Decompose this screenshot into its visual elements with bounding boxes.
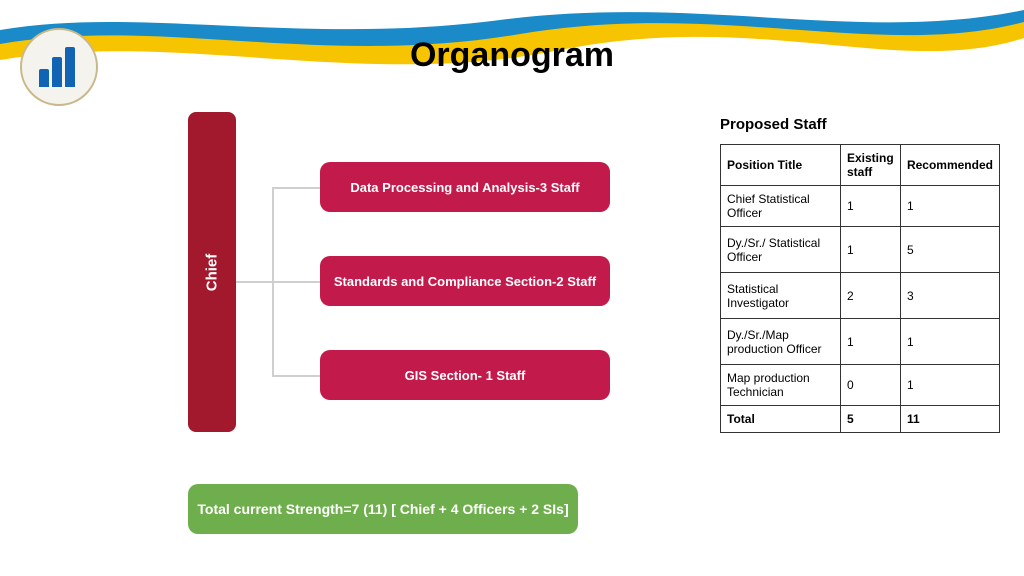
cell-position: Dy./Sr./Map production Officer bbox=[721, 319, 841, 365]
section-label: Data Processing and Analysis-3 Staff bbox=[350, 180, 579, 195]
cell-existing: 5 bbox=[840, 406, 900, 433]
strength-label: Total current Strength=7 (11) [ Chief + … bbox=[197, 501, 568, 517]
cell-recommended: 1 bbox=[900, 319, 999, 365]
strength-box: Total current Strength=7 (11) [ Chief + … bbox=[188, 484, 578, 534]
staff-table: Position Title Existing staff Recommende… bbox=[720, 144, 1000, 433]
cell-title: Total bbox=[721, 406, 841, 433]
cell-recommended: 5 bbox=[900, 227, 999, 273]
connector-line bbox=[272, 187, 320, 189]
col-position: Position Title bbox=[721, 145, 841, 186]
cell-position: Dy./Sr./ Statistical Officer bbox=[721, 227, 841, 273]
cell-existing: 1 bbox=[840, 227, 900, 273]
cell-recommended: 1 bbox=[900, 186, 999, 227]
connector-line bbox=[272, 281, 320, 283]
logo bbox=[20, 28, 98, 106]
cell-position: Statistical Investigator bbox=[721, 273, 841, 319]
table-row: Statistical Investigator23 bbox=[721, 273, 1000, 319]
col-recommended: Recommended bbox=[900, 145, 999, 186]
table-total-row: Total511 bbox=[721, 406, 1000, 433]
table-row: Chief Statistical Officer11 bbox=[721, 186, 1000, 227]
logo-bars bbox=[39, 47, 79, 87]
cell-position: Map production Technician bbox=[721, 365, 841, 406]
section-node-0: Data Processing and Analysis-3 Staff bbox=[320, 162, 610, 212]
chief-node: Chief bbox=[188, 112, 236, 432]
section-node-1: Standards and Compliance Section-2 Staff bbox=[320, 256, 610, 306]
section-node-2: GIS Section- 1 Staff bbox=[320, 350, 610, 400]
table-row: Dy./Sr./Map production Officer11 bbox=[721, 319, 1000, 365]
table-row: Dy./Sr./ Statistical Officer15 bbox=[721, 227, 1000, 273]
section-label: GIS Section- 1 Staff bbox=[405, 368, 526, 383]
cell-position: Chief Statistical Officer bbox=[721, 186, 841, 227]
col-existing: Existing staff bbox=[840, 145, 900, 186]
table-title: Proposed Staff bbox=[720, 116, 827, 133]
chief-label: Chief bbox=[204, 253, 221, 291]
table-header-row: Position Title Existing staff Recommende… bbox=[721, 145, 1000, 186]
cell-existing: 0 bbox=[840, 365, 900, 406]
connector-line bbox=[236, 281, 272, 283]
cell-existing: 2 bbox=[840, 273, 900, 319]
cell-recommended: 1 bbox=[900, 365, 999, 406]
page-title: Organogram bbox=[0, 36, 1024, 75]
cell-recommended: 3 bbox=[900, 273, 999, 319]
section-label: Standards and Compliance Section-2 Staff bbox=[334, 274, 596, 289]
cell-recommended: 11 bbox=[900, 406, 999, 433]
cell-existing: 1 bbox=[840, 186, 900, 227]
table-row: Map production Technician01 bbox=[721, 365, 1000, 406]
connector-line bbox=[272, 375, 320, 377]
cell-existing: 1 bbox=[840, 319, 900, 365]
